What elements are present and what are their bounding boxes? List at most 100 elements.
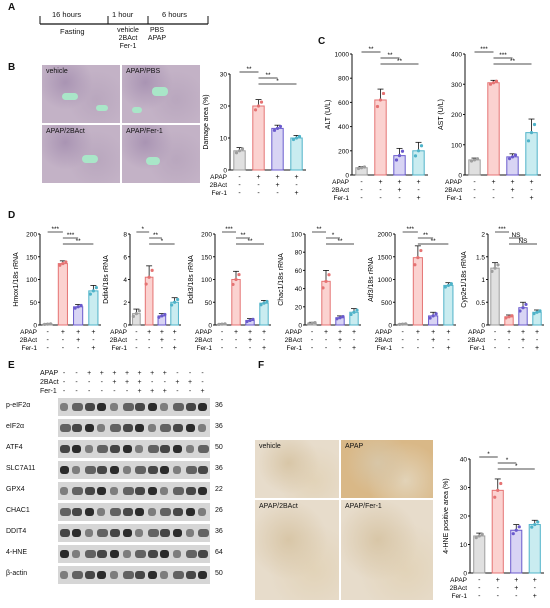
sig-label: *** — [225, 226, 233, 233]
blot-band — [109, 550, 119, 558]
data-point — [76, 305, 80, 309]
blot-band — [198, 424, 207, 432]
treatment-label: 2BAct — [450, 585, 468, 592]
treatment-sign: - — [62, 345, 65, 352]
blot-sign: + — [200, 388, 205, 395]
timeline-seg1-label: 16 hours — [52, 10, 82, 19]
blot-sign: - — [75, 370, 78, 377]
timeline-apap: APAP — [147, 35, 167, 42]
treatment-sign: + — [491, 179, 495, 186]
lumen-shape — [152, 87, 168, 96]
sig-label: ** — [431, 238, 437, 245]
lumen-shape — [96, 105, 108, 111]
data-point — [397, 154, 402, 158]
blot-kda-label: 36 — [215, 402, 223, 409]
he-micrograph-apap-2bact: APAP/2BAct — [42, 125, 120, 183]
blot-band — [84, 445, 93, 453]
y-tick-label: 0 — [33, 323, 37, 330]
data-point — [378, 98, 383, 102]
blot-kda-label: 50 — [215, 444, 223, 451]
treatment-sign: - — [492, 187, 495, 194]
data-point — [46, 322, 50, 326]
data-point — [160, 314, 164, 318]
blot-band — [72, 445, 82, 453]
sig-label: * — [332, 232, 335, 239]
blot-sign: + — [124, 379, 130, 386]
y-tick-label: 6 — [123, 254, 127, 261]
blot-band — [198, 571, 208, 579]
data-point — [375, 104, 380, 109]
blot-lane-strip — [58, 419, 210, 437]
data-point — [504, 316, 508, 320]
blot-band — [109, 487, 118, 495]
treatment-sign: - — [473, 187, 476, 194]
bar — [487, 82, 500, 176]
blot-sign: + — [150, 388, 155, 395]
y-tick-label: 20 — [295, 304, 303, 311]
treatment-sign: - — [417, 345, 420, 352]
blot-lane-strip — [58, 566, 210, 584]
data-point — [234, 151, 239, 155]
data-point — [234, 277, 238, 282]
data-point — [355, 308, 359, 312]
blot-sign: + — [137, 379, 142, 386]
treatment-sign: - — [148, 345, 151, 352]
data-point — [324, 279, 328, 283]
treatment-sign: + — [173, 329, 177, 336]
blot-lane-strip — [58, 482, 210, 500]
blot-band — [59, 466, 69, 474]
blot-sign: - — [75, 388, 78, 395]
blot-sign: + — [124, 370, 130, 377]
blot-band — [122, 529, 132, 537]
treatment-sign: + — [416, 179, 420, 186]
treatment-sign: + — [76, 337, 80, 344]
blot-band — [147, 487, 157, 495]
blot-band — [147, 571, 157, 579]
sig-label: ** — [368, 46, 374, 53]
treatment-sign: - — [530, 187, 533, 194]
y-axis-label: 4-HNE positive area (%) — [443, 478, 450, 553]
blot-band — [147, 445, 159, 453]
treatment-sign: + — [521, 329, 525, 336]
treatment-sign: + — [507, 329, 511, 336]
data-point — [73, 306, 77, 310]
data-point — [248, 318, 252, 323]
data-point — [362, 165, 367, 169]
y-tick-label: 200 — [338, 148, 349, 155]
bar — [88, 290, 99, 326]
treatment-sign: + — [378, 179, 382, 186]
data-point — [356, 166, 361, 171]
treatment-sign: - — [46, 337, 49, 344]
bar — [528, 524, 541, 574]
blot-band — [160, 487, 169, 495]
data-point — [338, 316, 342, 320]
treatment-sign: + — [521, 337, 525, 344]
blot-band — [147, 529, 159, 537]
treatment-sign: + — [61, 329, 65, 336]
data-point — [265, 299, 269, 304]
data-point — [253, 108, 258, 112]
panel-label-c: C — [318, 36, 326, 47]
y-tick-label: 400 — [451, 52, 462, 59]
data-point — [237, 149, 242, 153]
sig-label: *** — [406, 226, 414, 233]
treatment-sign: + — [514, 585, 518, 592]
ihc-micrograph-apap: APAP — [341, 440, 433, 498]
data-point — [511, 532, 515, 536]
treatment-sign: - — [401, 329, 404, 336]
bar — [231, 279, 241, 326]
blot-band — [160, 508, 172, 516]
treatment-label: Fer-1 — [446, 195, 462, 202]
treatment-sign: - — [135, 345, 138, 352]
treatment-sign: - — [263, 337, 266, 344]
data-point — [490, 269, 494, 274]
treatment-sign: + — [275, 174, 279, 181]
data-point — [526, 139, 531, 143]
treatment-sign: - — [238, 174, 241, 181]
blot-kda-label: 22 — [215, 486, 223, 493]
data-point — [493, 266, 497, 270]
bar — [393, 155, 406, 176]
